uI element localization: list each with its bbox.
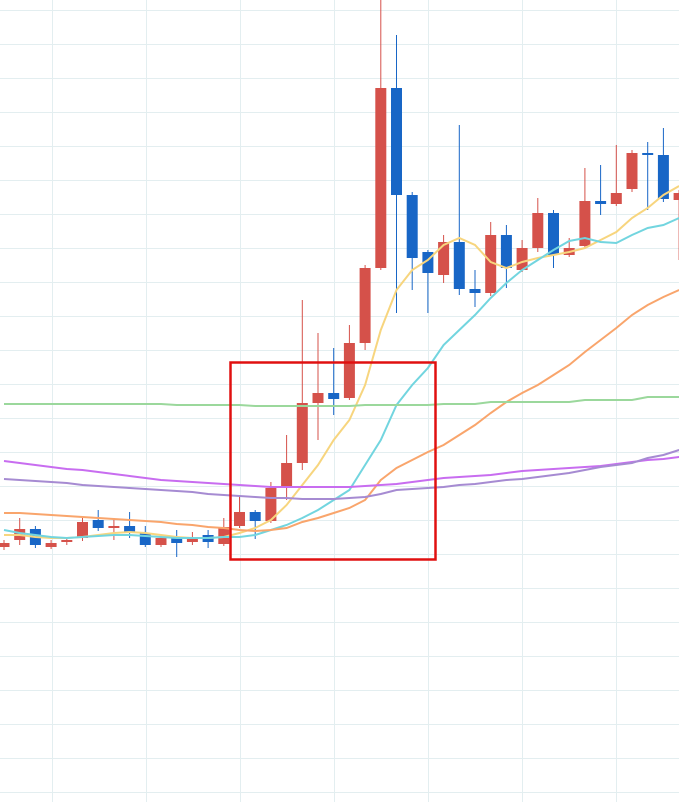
candle-body <box>579 201 591 246</box>
candle-body <box>516 248 528 270</box>
candle-body <box>548 213 559 255</box>
candle-body <box>124 526 136 532</box>
candle-body <box>0 543 10 547</box>
candle-body <box>406 195 418 258</box>
candle-body <box>422 252 434 273</box>
candle-body <box>108 526 120 528</box>
candle-body <box>139 533 151 545</box>
moving-average-line <box>4 289 679 533</box>
candle-body <box>375 88 387 268</box>
candle-body <box>249 512 261 521</box>
candle-body <box>296 403 308 463</box>
candle-body <box>218 527 230 544</box>
candle-body <box>359 268 371 343</box>
candle-body <box>532 213 544 248</box>
candle-body <box>343 343 355 398</box>
moving-average-line <box>4 396 679 407</box>
candle-body <box>234 512 245 526</box>
candle-body <box>77 522 88 538</box>
candle-body <box>438 242 450 275</box>
candle-body <box>391 88 402 195</box>
candle-body <box>281 463 293 488</box>
candle-body <box>61 540 73 542</box>
moving-average-line <box>4 185 679 539</box>
candle-body <box>328 393 340 399</box>
candle-body <box>312 393 324 403</box>
candle-body <box>595 201 607 204</box>
candle-body <box>469 289 481 293</box>
moving-average-line <box>3 217 679 540</box>
moving-average-line <box>3 449 679 500</box>
candle-body <box>642 153 654 155</box>
candle-body <box>45 543 57 547</box>
candle-body <box>92 520 104 528</box>
candle-body <box>500 235 512 268</box>
candle-body <box>657 155 669 199</box>
candle-body <box>186 538 198 542</box>
moving-average-line <box>3 456 679 488</box>
candle-body <box>265 488 277 521</box>
candle-body <box>626 153 638 189</box>
candle-body <box>673 193 679 200</box>
candle-body <box>171 538 183 543</box>
candle-body <box>485 235 497 293</box>
candle-body <box>453 242 465 289</box>
plot <box>0 0 679 557</box>
candle-body <box>610 193 622 204</box>
highlight-box <box>229 361 437 561</box>
candle-body <box>155 538 167 545</box>
